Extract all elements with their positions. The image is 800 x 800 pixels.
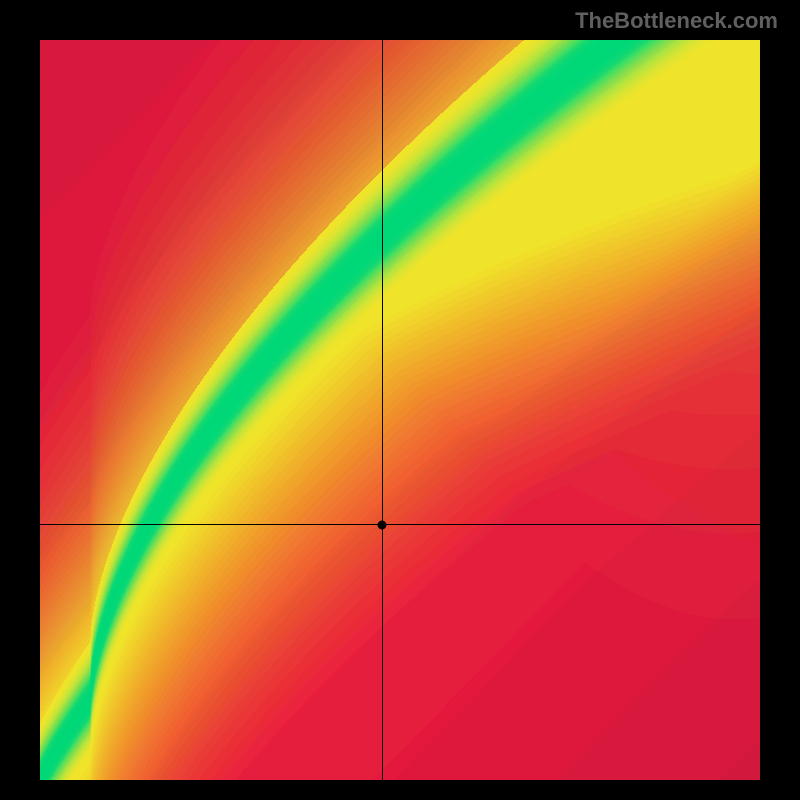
- plot-area: [40, 40, 760, 780]
- watermark-text: TheBottleneck.com: [575, 8, 778, 34]
- crosshair-marker: [378, 520, 387, 529]
- crosshair-horizontal: [40, 524, 760, 525]
- crosshair-vertical: [382, 40, 383, 780]
- chart-container: TheBottleneck.com: [0, 0, 800, 800]
- heatmap-canvas: [40, 40, 760, 780]
